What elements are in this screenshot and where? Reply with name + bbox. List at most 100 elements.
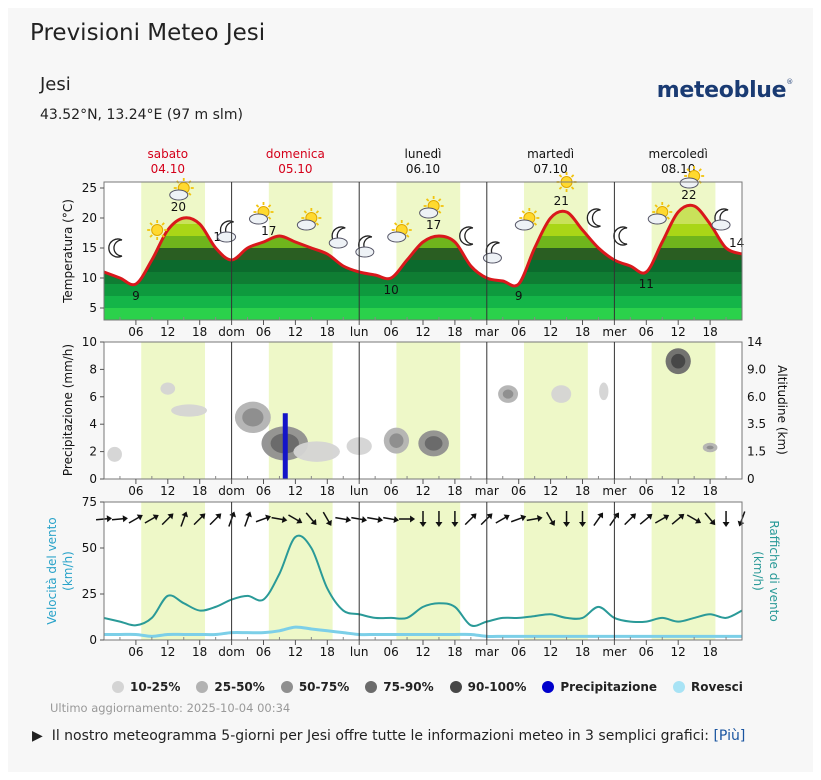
x-tick-label: 06 <box>256 484 271 498</box>
wind-arrow <box>624 513 637 526</box>
x-tick-label: dom <box>218 325 245 339</box>
wind-arrow <box>111 515 128 523</box>
day-header: martedì 07.10 <box>501 147 601 177</box>
x-tick-label: 12 <box>160 325 175 339</box>
arrow-head <box>435 522 443 527</box>
arrow-head <box>579 522 586 527</box>
day-date: 08.10 <box>661 162 696 176</box>
sun-ray <box>666 204 670 208</box>
arrow-head <box>345 516 352 523</box>
daylight-band <box>396 502 461 640</box>
wind-arrow <box>244 511 252 527</box>
x-tick-label: 18 <box>447 484 462 498</box>
wind-arrow <box>193 513 206 526</box>
cloud-shape <box>217 231 237 243</box>
legend-label: 10-25% <box>130 680 181 694</box>
y-tick-label: 2 <box>89 445 97 459</box>
moon-cloud-icon <box>355 235 375 258</box>
arrow-head <box>486 513 493 520</box>
temperature-line <box>104 203 742 288</box>
wind-arrow <box>399 515 416 523</box>
legend-label: 75-90% <box>383 680 434 694</box>
cloud-patch <box>551 385 572 403</box>
sun-ray <box>315 210 320 214</box>
day-name: lunedì <box>404 147 442 161</box>
legend-item: 10-25% <box>112 680 180 694</box>
cloud-patch <box>171 404 208 417</box>
temperature-label: 10 <box>383 283 398 297</box>
arrow-head <box>520 514 527 522</box>
x-tick-label: 06 <box>511 484 526 498</box>
x-tick-label: 12 <box>671 325 686 339</box>
sun-ray <box>161 234 165 238</box>
more-link[interactable]: [Più] <box>713 728 746 744</box>
cloud-patch-core <box>389 433 404 448</box>
location-name: Jesi <box>40 74 71 95</box>
wind-panel <box>95 511 746 638</box>
wind-arrow <box>95 515 112 523</box>
x-tick-label: 18 <box>702 484 717 498</box>
y-tick-label: 20 <box>82 211 97 225</box>
cloud-shape <box>679 177 699 189</box>
y-tick-label: 6 <box>89 390 97 404</box>
y-tick-label: 4 <box>89 417 97 431</box>
wind-arrow <box>593 512 604 526</box>
cloud-patch-core <box>671 353 686 369</box>
y-tick-label: 0 <box>89 472 97 486</box>
x-tick-label: 18 <box>320 325 335 339</box>
moon-shape <box>586 208 601 228</box>
arrow-head <box>646 513 653 520</box>
x-tick-label: mer <box>602 325 626 339</box>
wind-arrow <box>271 516 288 523</box>
wind-arrow <box>451 511 459 527</box>
x-tick-label: 06 <box>128 645 143 659</box>
x-tick-label: 18 <box>447 645 462 659</box>
sun-ray <box>425 198 430 202</box>
moon-shape <box>459 226 474 246</box>
wind-arrow <box>351 516 368 523</box>
x-tick-label: mar <box>475 484 499 498</box>
temperature-axis-label: Temperatura (°C) <box>61 199 75 304</box>
cloud-shape <box>355 246 375 258</box>
sun-disc <box>151 224 164 236</box>
y-tick-label: 15 <box>82 241 97 255</box>
cloud-shape <box>249 213 268 225</box>
arrow-head <box>597 512 604 519</box>
x-tick-label: 12 <box>671 645 686 659</box>
y-tick-label: 0 <box>89 633 97 647</box>
arrow-head <box>503 514 510 521</box>
legend: 10-25% 25-50% 50-75% 75-90% 90-100% Precipita… <box>112 680 759 696</box>
x-tick-label: 06 <box>639 484 654 498</box>
temperature-label: 11 <box>639 277 654 291</box>
x-tick-label: lun <box>350 325 369 339</box>
arrow-head <box>536 515 543 522</box>
legend-label: 90-100% <box>467 680 527 694</box>
moon-cloud-icon <box>482 241 502 264</box>
sun-ray <box>521 210 526 214</box>
wind-arrow <box>545 511 556 526</box>
wind-arrow <box>480 513 493 526</box>
cloud-patch-core <box>424 436 443 451</box>
sun-ray <box>315 222 320 226</box>
temperature-label: 22 <box>681 188 696 202</box>
temperature-label: 20 <box>171 200 186 214</box>
legend-swatch <box>673 681 686 693</box>
wind-arrow <box>563 511 571 527</box>
wind-arrow <box>180 511 189 527</box>
day-date: 05.10 <box>278 162 313 176</box>
temperature-label: 9 <box>132 289 140 303</box>
sun-ray <box>437 210 442 214</box>
temperature-band <box>104 260 742 272</box>
sun-cloud-icon <box>296 208 322 231</box>
moon-icon <box>108 238 123 258</box>
day-header: mercoledì 08.10 <box>628 147 728 177</box>
wind-arrow <box>671 513 685 525</box>
meteoblue-logo[interactable]: meteoblue® <box>657 78 794 103</box>
x-tick-label: 18 <box>192 325 207 339</box>
x-tick-label: 18 <box>575 325 590 339</box>
x-tick-label: mer <box>602 484 626 498</box>
daylight-band <box>524 342 588 479</box>
arrow-head <box>152 514 159 521</box>
y-tick-label: 10 <box>82 335 97 349</box>
daylight-band <box>651 502 716 640</box>
